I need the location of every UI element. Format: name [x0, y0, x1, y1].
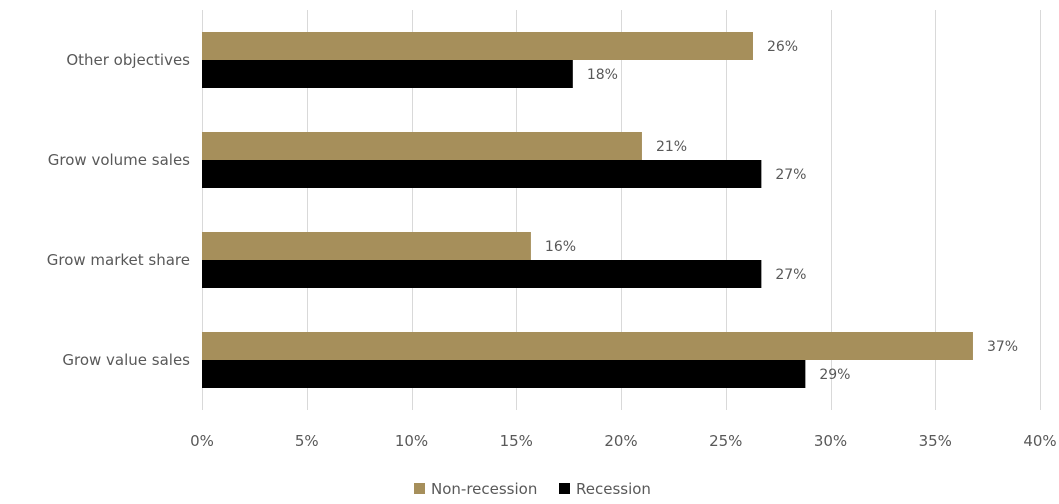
category-label: Grow value sales: [62, 351, 190, 369]
x-tick-label: 5%: [295, 432, 319, 450]
bar-non-recession: [202, 32, 753, 60]
category-label: Other objectives: [66, 51, 190, 69]
legend: Non-recession Recession: [414, 480, 651, 498]
data-label: 26%: [767, 39, 798, 55]
x-tick-label: 20%: [604, 432, 637, 450]
category-labels: Other objectives Grow volume sales Grow ma…: [47, 51, 190, 369]
bar-recession: [202, 160, 762, 188]
x-tick-label: 15%: [500, 432, 533, 450]
x-tick-label: 40%: [1023, 432, 1056, 450]
legend-label: Non-recession: [431, 480, 537, 498]
data-labels: 26% 18% 21% 27% 16% 27% 37% 29%: [545, 39, 1018, 383]
bar-non-recession: [202, 232, 531, 260]
bar-non-recession: [202, 132, 642, 160]
data-label: 29%: [819, 367, 850, 383]
x-axis-tick-labels: 0% 5% 10% 15% 20% 25% 30% 35% 40%: [190, 432, 1057, 450]
x-tick-label: 0%: [190, 432, 214, 450]
bars: [202, 32, 973, 388]
legend-swatch: [559, 483, 570, 494]
legend-swatch: [414, 483, 425, 494]
bar-non-recession: [202, 332, 973, 360]
data-label: 37%: [987, 339, 1018, 355]
data-label: 21%: [656, 139, 687, 155]
bar-recession: [202, 360, 806, 388]
data-label: 16%: [545, 239, 576, 255]
x-tick-label: 30%: [814, 432, 847, 450]
category-label: Grow volume sales: [48, 151, 190, 169]
data-label: 18%: [587, 67, 618, 83]
x-tick-label: 10%: [395, 432, 428, 450]
x-tick-label: 35%: [919, 432, 952, 450]
bar-recession: [202, 60, 573, 88]
x-tick-label: 25%: [709, 432, 742, 450]
category-label: Grow market share: [47, 251, 190, 269]
data-label: 27%: [775, 167, 806, 183]
bar-recession: [202, 260, 762, 288]
data-label: 27%: [775, 267, 806, 283]
legend-label: Recession: [576, 480, 651, 498]
